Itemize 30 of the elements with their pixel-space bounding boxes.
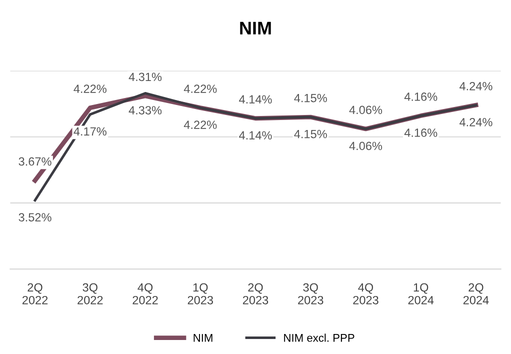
data-label: 4.14%: [239, 131, 272, 140]
x-tick-label: 3Q 2023: [298, 283, 324, 304]
x-tick-label: 1Q 2024: [408, 283, 434, 304]
data-label: 4.24%: [460, 118, 492, 126]
data-label: 4.22%: [74, 84, 106, 93]
legend-label: NIM: [194, 334, 212, 342]
data-label: 4.22%: [184, 120, 217, 129]
data-label: 4.14%: [239, 95, 272, 104]
data-label: 4.22%: [184, 84, 217, 93]
x-tick-label: 2Q 2022: [22, 283, 48, 304]
x-tick-label: 3Q 2022: [78, 283, 103, 304]
data-label: 3.52%: [18, 213, 52, 222]
data-label: 4.16%: [404, 92, 438, 101]
legend-label: NIM excl. PPP: [284, 334, 354, 342]
x-tick-label: 2Q 2024: [463, 283, 489, 304]
chart-title: NIM: [240, 22, 271, 34]
x-tick-label: 4Q 2023: [353, 283, 378, 304]
data-label: 4.24%: [460, 82, 492, 90]
data-label: 4.06%: [349, 142, 382, 150]
x-tick-label: 1Q 2023: [188, 283, 213, 304]
data-label: 4.16%: [404, 128, 438, 137]
data-label: 4.31%: [128, 72, 162, 82]
data-label: 4.33%: [128, 106, 162, 114]
data-label: 4.17%: [74, 127, 106, 136]
data-label: 4.06%: [349, 106, 382, 114]
x-tick-label: 2Q 2023: [242, 283, 268, 304]
data-label: 3.67%: [18, 157, 52, 166]
x-tick-label: 4Q 2022: [132, 283, 158, 304]
data-label: 4.15%: [294, 130, 327, 138]
data-label: 4.15%: [294, 94, 327, 102]
